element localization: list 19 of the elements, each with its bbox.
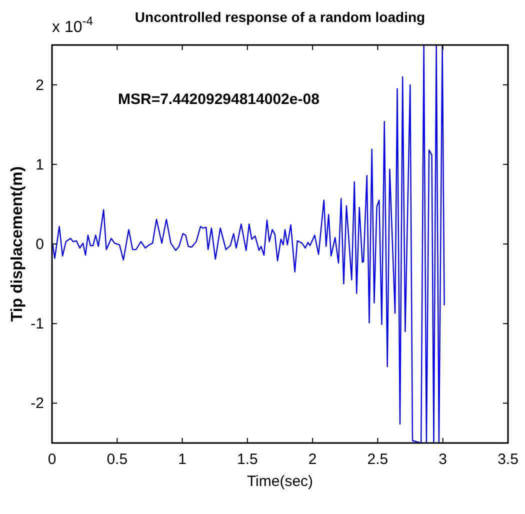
chart-title: Uncontrolled response of a random loading [134, 9, 426, 25]
x-tick-label: 2.5 [367, 451, 388, 468]
x-tick-label: 1.5 [237, 451, 258, 468]
y-tick-label: -1 [30, 316, 44, 333]
y-axis-title: Tip displacement(m) [9, 166, 26, 322]
text: x 10$^{-4}$ [52, 14, 94, 36]
y-tick-label: 0 [36, 236, 44, 253]
x-tick-label: 3 [438, 451, 448, 468]
x-tick-label: 0 [48, 451, 56, 468]
y-tick-label: 2 [36, 76, 44, 94]
y-tick-label: -2 [30, 395, 44, 412]
x-tick-label: 1 [178, 451, 186, 468]
x-axis-title: Time(sec) [246, 473, 314, 490]
x-tick-label: 2 [308, 451, 317, 468]
annotation: MSR=7.44209294814002e-08 [118, 91, 320, 108]
line-series [52, 45, 445, 443]
x-tick-label: 3.5 [498, 451, 518, 468]
y-tick-label: 1 [36, 156, 44, 174]
x-tick-label: 0.5 [106, 451, 128, 468]
